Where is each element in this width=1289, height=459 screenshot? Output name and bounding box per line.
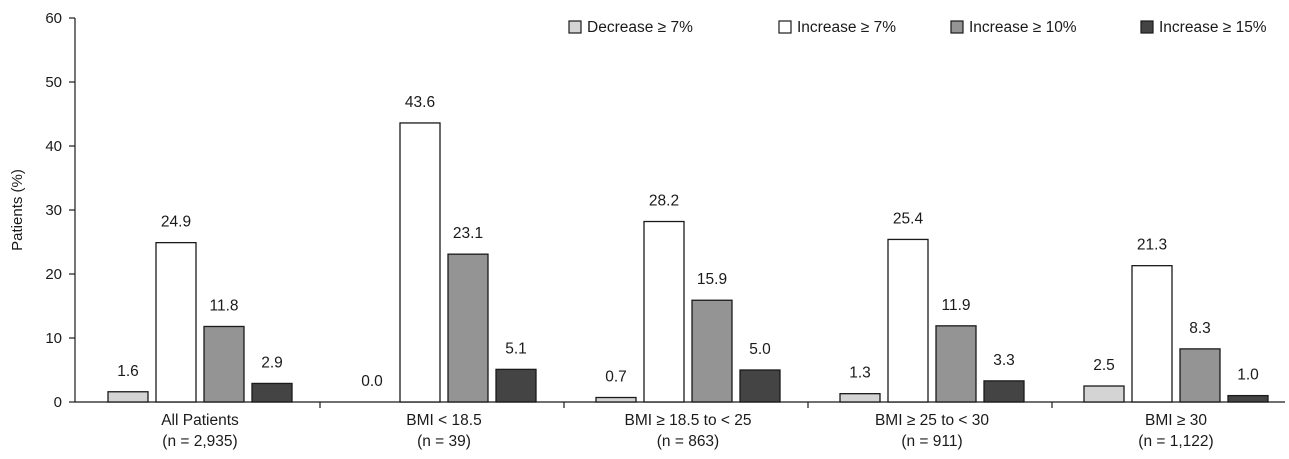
x-tick-sublabel: (n = 39) (417, 433, 471, 450)
data-label: 0.0 (361, 373, 383, 390)
y-tick-label: 10 (45, 330, 62, 347)
data-label: 5.1 (505, 340, 527, 357)
data-label: 2.9 (261, 354, 283, 371)
y-axis-title: Patients (%) (9, 169, 26, 251)
x-tick-label: BMI ≥ 30 (1145, 412, 1207, 429)
y-tick-label: 0 (54, 394, 62, 411)
bar-increase-15-bmi-30 (1227, 394, 1269, 403)
data-label: 3.3 (993, 352, 1015, 369)
bar-increase-7-all-patients (155, 241, 197, 403)
legend-swatch-increase-10 (950, 20, 964, 34)
bar-increase-10-bmi-25-to-30 (935, 325, 977, 403)
bar-increase-10-all-patients (203, 325, 245, 403)
bar-decrease-7-bmi-30 (1083, 385, 1125, 403)
data-label: 28.2 (649, 193, 679, 210)
bar-increase-15-bmi-25-to-30 (983, 380, 1025, 403)
data-label: 0.7 (605, 369, 627, 386)
bar-increase-10-bmi-18-5-to-25 (691, 299, 733, 403)
data-label: 25.4 (893, 210, 924, 227)
bar-increase-10-bmi-18-5 (447, 253, 489, 403)
data-label: 11.8 (209, 297, 238, 314)
legend-swatch-increase-7 (778, 20, 792, 34)
x-tick-sublabel: (n = 1,122) (1138, 433, 1213, 450)
data-label: 11.9 (941, 297, 970, 314)
y-tick-label: 30 (45, 202, 62, 219)
legend-swatch-increase-15 (1140, 20, 1154, 34)
data-label: 21.3 (1137, 237, 1167, 254)
axes: 0 10 20 30 40 50 60 Patients (%) All Patients (n … (9, 10, 1285, 450)
bar-increase-15-all-patients (251, 382, 293, 403)
legend: Decrease ≥ 7% Increase ≥ 7% Increase ≥ 10%… (568, 19, 1267, 36)
bar-increase-7-bmi-25-to-30 (887, 238, 929, 403)
bar-increase-7-bmi-18-5 (399, 122, 441, 403)
data-label: 1.6 (117, 363, 139, 380)
data-label: 1.0 (1237, 367, 1259, 384)
bar-increase-15-bmi-18-5 (495, 368, 537, 403)
bar-decrease-7-bmi-25-to-30 (839, 393, 881, 403)
x-tick-sublabel: (n = 2,935) (162, 433, 237, 450)
legend-label-increase-15: Increase ≥ 15% (1159, 19, 1267, 36)
y-tick-label: 50 (45, 74, 62, 91)
y-tick-label: 40 (45, 138, 62, 155)
bars (107, 122, 1269, 403)
x-tick-label: All Patients (161, 412, 239, 429)
bar-increase-7-bmi-18-5-to-25 (643, 220, 685, 403)
value-labels: 1.6 24.9 11.8 2.9 0.0 43.6 23.1 5.1 0.7 28.2 15.9 5… (117, 94, 1259, 390)
data-label: 23.1 (453, 225, 483, 242)
data-label: 1.3 (849, 365, 871, 382)
x-tick-sublabel: (n = 863) (657, 433, 719, 450)
y-tick-label: 20 (45, 266, 62, 283)
legend-label-increase-7: Increase ≥ 7% (797, 19, 896, 36)
legend-label-increase-10: Increase ≥ 10% (969, 19, 1077, 36)
data-label: 2.5 (1093, 357, 1115, 374)
bar-increase-10-bmi-30 (1179, 348, 1221, 403)
data-label: 43.6 (405, 94, 435, 111)
data-label: 24.9 (161, 214, 191, 231)
bar-decrease-7-bmi-18-5-to-25 (595, 396, 637, 403)
x-tick-label: BMI ≥ 25 to < 30 (875, 412, 989, 429)
x-tick-label: BMI ≥ 18.5 to < 25 (625, 412, 752, 429)
bar-decrease-7-all-patients (107, 391, 149, 403)
x-tick-label: BMI < 18.5 (406, 412, 481, 429)
y-tick-label: 60 (45, 10, 62, 27)
data-label: 8.3 (1189, 320, 1211, 337)
data-label: 5.0 (749, 341, 771, 358)
legend-swatch-decrease-7 (568, 20, 582, 34)
bar-increase-7-bmi-30 (1131, 265, 1173, 403)
bar-increase-15-bmi-18-5-to-25 (739, 369, 781, 403)
x-tick-sublabel: (n = 911) (901, 433, 962, 450)
data-label: 15.9 (697, 271, 727, 288)
legend-label-decrease-7: Decrease ≥ 7% (587, 19, 693, 36)
